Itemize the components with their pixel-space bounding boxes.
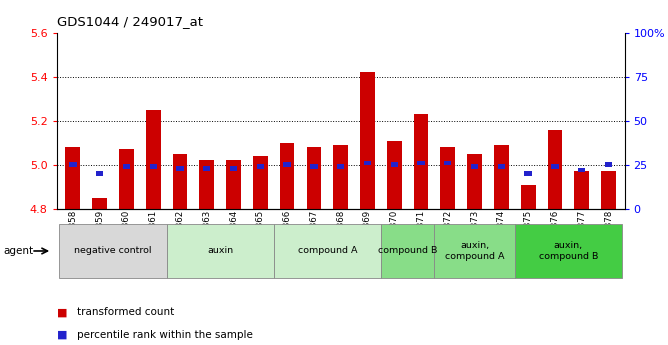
Bar	[310, 164, 317, 169]
Bar	[387, 140, 401, 209]
Bar	[200, 160, 214, 209]
Bar	[203, 166, 210, 171]
Bar	[360, 72, 375, 209]
Bar	[65, 147, 80, 209]
Text: ■: ■	[57, 307, 67, 317]
Bar	[574, 171, 589, 209]
Text: auxin: auxin	[207, 246, 233, 256]
Bar	[337, 164, 345, 169]
Text: compound A: compound A	[297, 246, 357, 256]
Bar	[333, 145, 348, 209]
Bar	[548, 129, 562, 209]
Text: percentile rank within the sample: percentile rank within the sample	[77, 330, 253, 339]
Bar	[551, 164, 558, 169]
Bar	[226, 160, 241, 209]
Bar	[176, 166, 184, 171]
Bar	[92, 198, 107, 209]
Bar	[257, 164, 264, 169]
Bar	[391, 162, 398, 167]
Bar	[521, 185, 536, 209]
Text: auxin,
compound A: auxin, compound A	[445, 241, 504, 261]
Bar	[440, 147, 455, 209]
Bar	[524, 171, 532, 176]
Bar	[230, 166, 237, 171]
Bar	[413, 114, 428, 209]
Bar	[578, 168, 585, 172]
Text: negative control: negative control	[74, 246, 152, 256]
Bar	[307, 147, 321, 209]
Text: agent: agent	[3, 246, 33, 256]
Bar	[172, 154, 187, 209]
Bar	[471, 164, 478, 169]
Text: GDS1044 / 249017_at: GDS1044 / 249017_at	[57, 16, 203, 29]
Bar	[146, 110, 160, 209]
Bar	[96, 171, 104, 176]
Bar	[601, 171, 616, 209]
Bar	[150, 164, 157, 169]
Bar	[123, 164, 130, 169]
Bar	[364, 160, 371, 166]
Bar	[605, 162, 612, 167]
Text: compound B: compound B	[378, 246, 438, 256]
Bar	[444, 160, 452, 166]
Bar	[119, 149, 134, 209]
Bar	[280, 143, 295, 209]
Bar	[494, 145, 509, 209]
Bar	[69, 162, 77, 167]
Bar	[467, 154, 482, 209]
Text: ■: ■	[57, 330, 67, 339]
Bar	[283, 162, 291, 167]
Bar	[418, 160, 425, 166]
Text: transformed count: transformed count	[77, 307, 174, 317]
Bar	[253, 156, 268, 209]
Bar	[498, 164, 505, 169]
Text: auxin,
compound B: auxin, compound B	[538, 241, 598, 261]
